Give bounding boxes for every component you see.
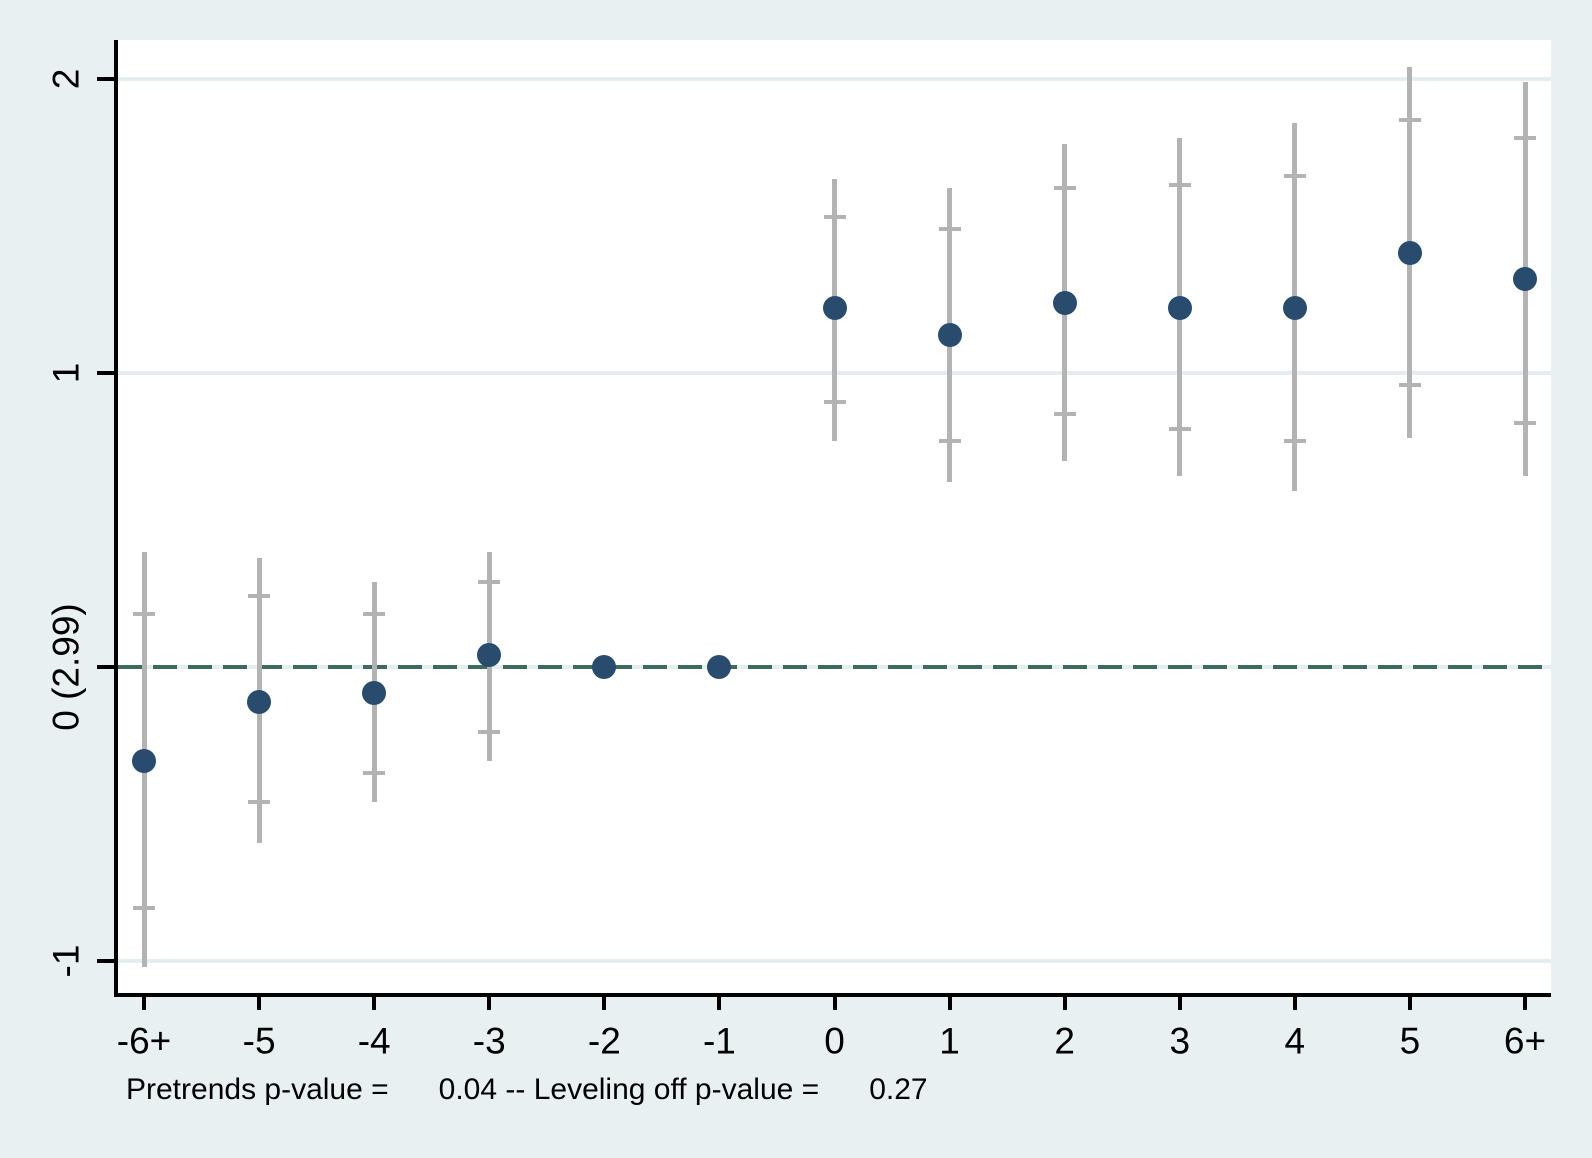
x-axis-line: [114, 993, 1551, 997]
y-tick-mark: [97, 665, 114, 669]
x-tick-label: 5: [1399, 1020, 1421, 1062]
data-point-marker: [362, 681, 387, 706]
data-point-marker: [822, 296, 847, 321]
x-tick-mark: [1292, 997, 1297, 1010]
x-tick-mark: [717, 997, 722, 1010]
gridline: [118, 958, 1551, 963]
x-tick-mark: [1177, 997, 1182, 1010]
ci-inner-cap: [133, 612, 155, 617]
x-tick-label: 0: [824, 1020, 845, 1062]
ci-inner-cap: [938, 227, 961, 231]
ci-inner-cap: [1514, 421, 1536, 426]
ci-inner-cap: [1168, 426, 1191, 431]
ci-inner-cap: [1514, 135, 1536, 140]
x-tick-mark: [1523, 997, 1527, 1010]
x-tick-label: 6+: [1503, 1020, 1547, 1062]
y-tick-mark: [97, 77, 114, 82]
ci-inner-cap: [1398, 118, 1421, 123]
ci-inner-cap: [133, 906, 155, 911]
ci-inner-cap: [1283, 174, 1306, 179]
y-tick-label: 2: [45, 68, 87, 90]
ci-inner-cap: [1053, 412, 1076, 417]
ci-inner-cap: [478, 579, 501, 584]
data-point-marker: [592, 655, 617, 679]
y-tick-label: 1: [45, 362, 87, 384]
ci-inner-cap: [248, 800, 271, 805]
y-tick-mark: [97, 958, 114, 963]
x-tick-label: -3: [472, 1020, 506, 1062]
x-tick-label: 1: [939, 1020, 960, 1062]
x-tick-label: 3: [1169, 1020, 1191, 1062]
x-tick-mark: [1407, 997, 1412, 1010]
x-tick-mark: [832, 997, 837, 1010]
zero-reference-dashed-line: [118, 665, 1551, 669]
x-tick-label: 2: [1054, 1020, 1075, 1062]
data-point-marker: [1397, 240, 1422, 265]
x-tick-mark: [947, 997, 952, 1010]
data-point-marker: [937, 322, 962, 347]
y-axis-line: [114, 40, 118, 997]
figure-note: Pretrends p-value = 0.04 -- Leveling off…: [126, 1073, 928, 1106]
ci-inner-cap: [938, 438, 961, 443]
ci-inner-cap: [1053, 185, 1076, 190]
data-point-marker: [1167, 296, 1192, 321]
x-tick-mark: [602, 997, 607, 1010]
ci-inner-cap: [363, 612, 386, 617]
data-point-marker: [707, 655, 732, 679]
plot-area: [118, 40, 1551, 993]
x-tick-mark: [142, 997, 146, 1010]
x-tick-label: 4: [1284, 1020, 1306, 1062]
ci-inner-cap: [823, 215, 846, 220]
y-tick-mark: [97, 371, 114, 376]
ci-inner-cap: [823, 400, 846, 405]
data-point-marker: [247, 690, 272, 715]
ci-inner-cap: [1168, 182, 1191, 187]
x-tick-mark: [487, 997, 492, 1010]
ci-inner-cap: [248, 594, 271, 599]
x-tick-label: -2: [587, 1020, 621, 1062]
gridline: [118, 77, 1551, 82]
x-tick-label: -5: [242, 1020, 276, 1062]
data-point-marker: [132, 749, 156, 774]
x-tick-label: -6+: [116, 1020, 172, 1062]
data-point-marker: [1282, 296, 1307, 321]
y-tick-label: -1: [45, 944, 87, 978]
data-point-marker: [1513, 266, 1537, 291]
ci-inner-cap: [1283, 438, 1306, 443]
data-point-marker: [1052, 290, 1077, 315]
x-tick-label: -4: [357, 1020, 391, 1062]
data-point-marker: [477, 643, 502, 668]
y-tick-label: 0 (2.99): [45, 603, 87, 731]
x-tick-label: -1: [702, 1020, 736, 1062]
x-tick-mark: [257, 997, 262, 1010]
x-tick-mark: [372, 997, 377, 1010]
ci-inner-cap: [363, 770, 386, 775]
ci-inner-cap: [1398, 382, 1421, 387]
ci-inner-cap: [478, 729, 501, 734]
x-tick-mark: [1062, 997, 1067, 1010]
